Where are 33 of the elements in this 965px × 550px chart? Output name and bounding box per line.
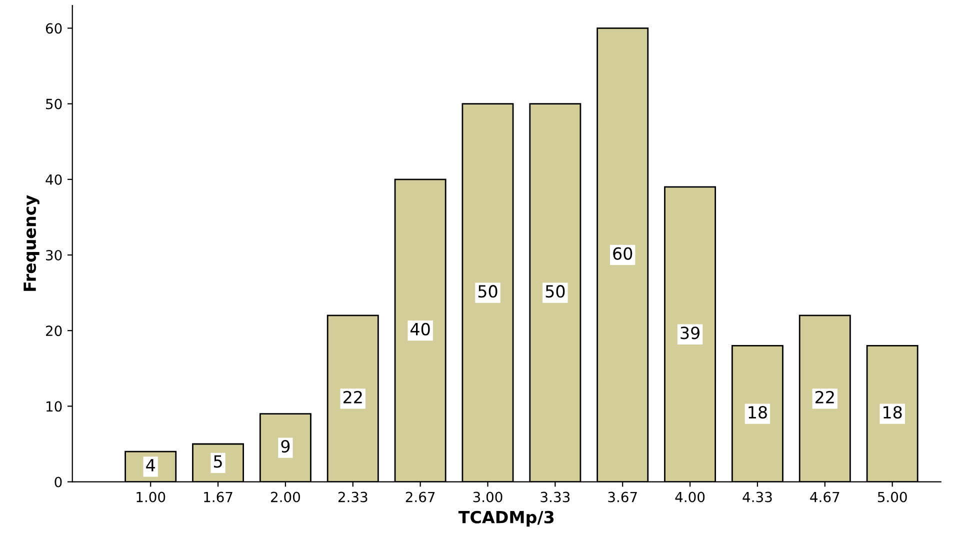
y-tick-label: 30 xyxy=(46,250,62,260)
x-tick-label: 3.33 xyxy=(540,492,570,502)
data-label: 60 xyxy=(613,247,632,260)
x-tick-label: 1.00 xyxy=(136,492,166,502)
y-tick-label: 10 xyxy=(46,401,62,412)
data-label: 39 xyxy=(680,326,700,340)
data-label: 9 xyxy=(281,440,290,453)
data-label: 22 xyxy=(816,390,834,404)
x-tick-label: 4.33 xyxy=(742,492,772,502)
x-tick-label: 3.00 xyxy=(473,492,502,502)
y-tick-label: 50 xyxy=(46,98,62,110)
data-label: 18 xyxy=(748,406,767,419)
y-tick-label: 20 xyxy=(46,326,62,336)
data-label: 4 xyxy=(146,459,155,472)
x-tick-label: 2.33 xyxy=(338,492,368,502)
y-tick-label: 60 xyxy=(46,23,62,34)
x-tick-label: 4.00 xyxy=(675,492,705,502)
data-label: 22 xyxy=(344,390,362,404)
x-tick-label: 3.67 xyxy=(608,492,637,502)
data-label: 50 xyxy=(546,285,565,298)
y-tick-label: 40 xyxy=(46,174,62,185)
y-tick-label: 0 xyxy=(54,476,62,488)
data-label: 5 xyxy=(214,455,222,468)
x-tick-label: 4.67 xyxy=(810,492,840,502)
data-label: 50 xyxy=(478,285,498,298)
y-axis-title: Frequency xyxy=(24,195,40,291)
data-label: 40 xyxy=(410,322,430,336)
x-tick-label: 1.67 xyxy=(204,492,232,502)
x-tick-label: 5.00 xyxy=(878,492,907,502)
data-label: 18 xyxy=(884,406,902,419)
x-axis-title: TCADMp/3 xyxy=(458,510,554,527)
x-tick-label: 2.00 xyxy=(271,492,300,502)
x-tick-label: 2.67 xyxy=(406,492,435,502)
